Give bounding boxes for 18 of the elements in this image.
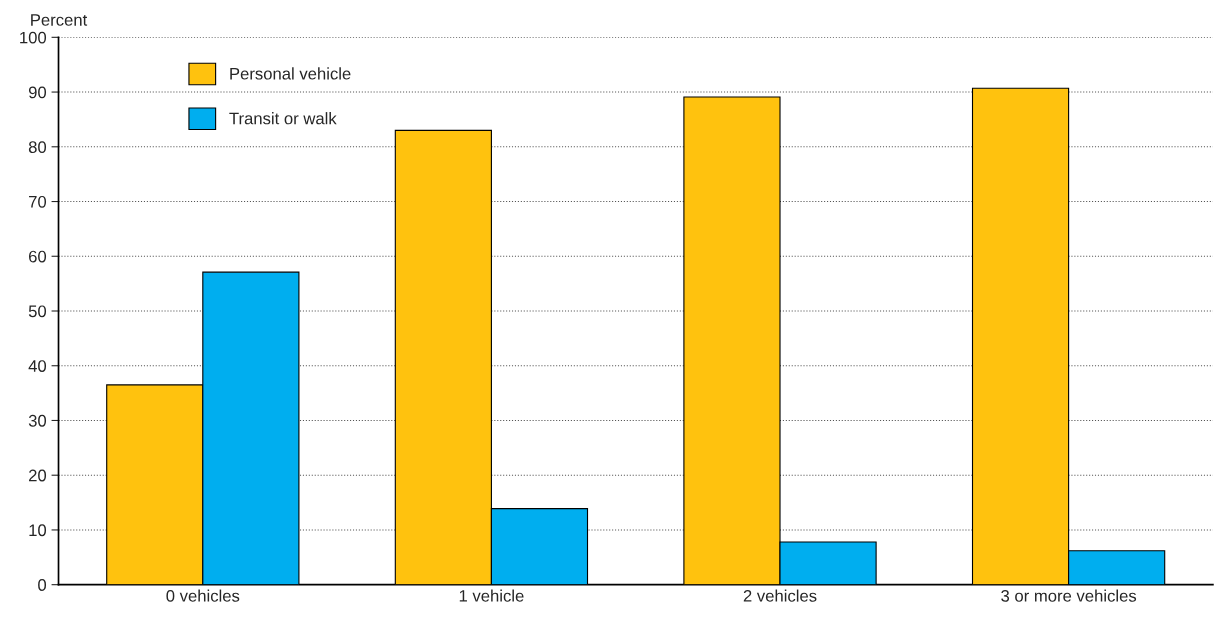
y-tick-label: 40 bbox=[28, 360, 47, 372]
x-tick-label: 0 vehicles bbox=[166, 589, 240, 602]
x-tick-label: 3 or more vehicles bbox=[1001, 589, 1137, 602]
y-tick-label: 90 bbox=[28, 86, 47, 99]
x-tick-label: 1 vehicle bbox=[459, 589, 524, 602]
y-tick-label: 10 bbox=[29, 524, 47, 537]
y-tick-label: 70 bbox=[29, 195, 47, 208]
legend-label: Personal vehicle bbox=[230, 67, 351, 80]
y-axis-title: Percent bbox=[31, 14, 88, 26]
x-tick-label: 2 vehicles bbox=[743, 589, 817, 602]
y-tick-label: 50 bbox=[28, 305, 47, 318]
y-tick-label: 100 bbox=[20, 31, 47, 44]
y-tick-label: 60 bbox=[29, 250, 47, 263]
y-tick-label: 80 bbox=[28, 141, 47, 153]
y-tick-label: 20 bbox=[29, 469, 47, 482]
y-tick-label: 30 bbox=[28, 414, 47, 427]
legend-label: Transit or walk bbox=[229, 112, 337, 125]
y-tick-label: 0 bbox=[38, 579, 47, 591]
